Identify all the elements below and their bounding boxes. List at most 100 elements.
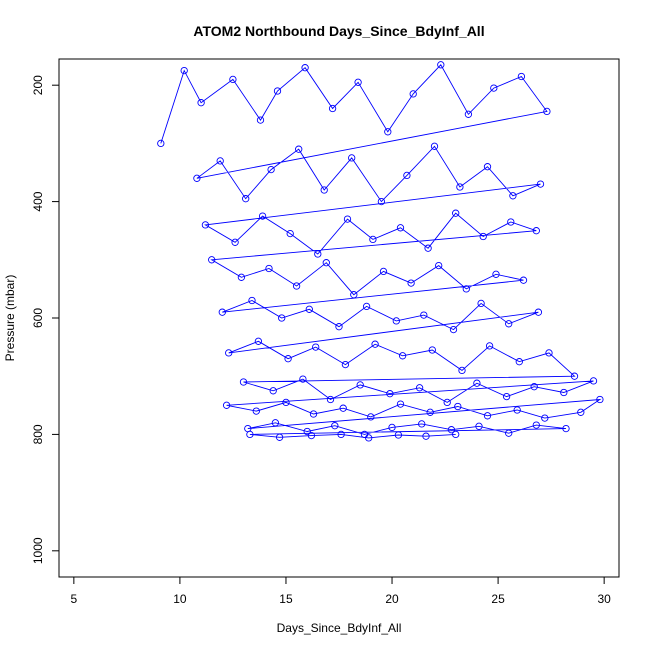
x-tick-label: 10 [173, 592, 187, 606]
data-point [541, 414, 549, 422]
data-point [299, 375, 307, 383]
data-point [449, 325, 458, 334]
data-point [464, 110, 473, 118]
y-axis-title: Pressure (mbar) [3, 275, 17, 362]
data-point [456, 183, 464, 191]
data-point [307, 431, 316, 440]
x-tick-label: 5 [71, 592, 78, 606]
data-point [322, 259, 330, 267]
data-point [477, 299, 485, 308]
data-point [398, 352, 407, 360]
data-point [267, 165, 275, 174]
plot-frame [58, 58, 620, 578]
data-point [536, 180, 545, 188]
data-point [458, 366, 466, 375]
data-point [312, 343, 320, 351]
data-point [379, 267, 388, 276]
data-point [362, 302, 371, 311]
data-point [502, 392, 511, 401]
data-point [415, 384, 424, 392]
data-point [426, 408, 434, 416]
data-point [513, 406, 521, 414]
data-point [157, 139, 165, 148]
data-point [447, 426, 456, 434]
data-point [337, 430, 345, 439]
data-point [532, 421, 540, 429]
chart-title: ATOM2 Northbound Days_Since_BdyInf_All [193, 23, 484, 39]
data-point [490, 84, 498, 92]
data-point [254, 337, 263, 345]
data-point [341, 360, 350, 369]
data-point [335, 323, 343, 331]
data-point [403, 171, 411, 180]
data-point [256, 116, 265, 124]
data-point [532, 227, 540, 235]
data-point [282, 398, 290, 407]
data-point [273, 87, 282, 95]
data-point [305, 305, 313, 313]
y-tick-label: 1000 [31, 537, 45, 564]
data-point [193, 174, 201, 182]
data-point [258, 212, 267, 220]
data-point [331, 422, 339, 430]
data-point [365, 434, 373, 442]
data-point [430, 142, 439, 150]
data-point [443, 398, 451, 407]
x-axis-title: Days_Since_BdyInf_All [277, 621, 402, 635]
data-point [343, 215, 352, 223]
plot-area [157, 61, 604, 442]
data-point [515, 358, 523, 366]
y-tick-label: 400 [31, 191, 45, 211]
data-point [384, 128, 392, 136]
data-point [530, 383, 538, 391]
x-tick-label: 15 [279, 592, 293, 606]
data-point [424, 244, 432, 252]
data-point [407, 279, 415, 287]
data-point [328, 104, 337, 113]
data-point [278, 314, 286, 322]
data-point [275, 433, 284, 441]
data-point [225, 349, 233, 357]
data-point [570, 372, 579, 380]
data-point [534, 308, 543, 316]
y-tick-label: 200 [31, 75, 45, 95]
x-tick-label: 20 [385, 592, 399, 606]
data-point [392, 317, 400, 325]
data-point [292, 282, 301, 290]
x-tick-label: 25 [491, 592, 505, 606]
data-point [435, 261, 443, 270]
data-point [517, 72, 526, 81]
data-point [377, 197, 386, 206]
data-point [396, 224, 405, 232]
data-point [295, 145, 303, 153]
data-point [252, 407, 260, 415]
data-point [577, 408, 585, 416]
data-point [237, 273, 246, 281]
data-point [388, 423, 396, 432]
data-point [596, 395, 604, 404]
data-point [314, 250, 322, 258]
y-tick-label: 800 [31, 424, 45, 444]
data-point [475, 422, 483, 430]
data-point [201, 221, 210, 229]
data-point [394, 431, 403, 439]
y-tick-label: 600 [31, 308, 45, 328]
data-point [367, 413, 375, 421]
data-point [386, 390, 394, 398]
data-point [326, 395, 335, 404]
data-point [519, 276, 528, 284]
data-point [284, 355, 292, 363]
data-point [222, 401, 231, 409]
data-point [180, 66, 188, 75]
data-point [350, 291, 358, 299]
data-point [454, 402, 462, 411]
data-point [354, 78, 362, 86]
data-point [371, 340, 379, 348]
data-point [303, 427, 311, 436]
data-point [422, 432, 430, 440]
data-point [473, 379, 481, 387]
data-point [428, 346, 436, 354]
data-point [543, 107, 551, 116]
